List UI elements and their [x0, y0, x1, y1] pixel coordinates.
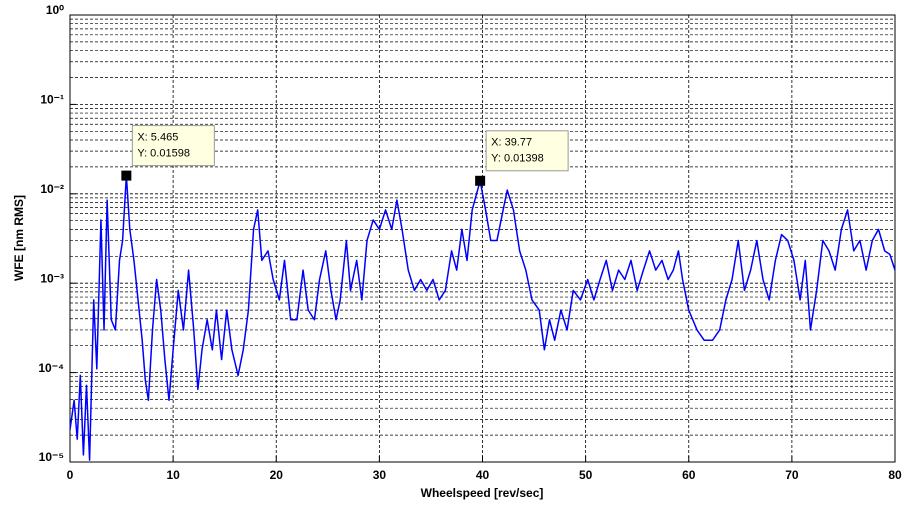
y-tick-label: 10⁻¹: [40, 93, 64, 107]
datatip-text: Y: 0.01598: [137, 148, 190, 160]
x-tick-label: 60: [682, 468, 696, 482]
x-tick-label: 70: [785, 468, 799, 482]
y-axis-label: WFE [nm RMS]: [12, 195, 26, 281]
x-tick-label: 20: [270, 468, 284, 482]
y-tick-label: 10⁰: [46, 3, 64, 17]
y-tick-label: 10⁻⁴: [38, 361, 64, 375]
datatip-marker: [121, 170, 132, 181]
y-tick-label: 10⁻²: [40, 182, 64, 196]
x-tick-label: 80: [888, 468, 902, 482]
x-axis-label: Wheelspeed [rev/sec]: [421, 486, 544, 500]
datatip-box: [485, 130, 569, 172]
datatip-text: X: 5.465: [137, 132, 178, 144]
x-tick-label: 10: [166, 468, 180, 482]
data-line: [69, 174, 896, 461]
x-tick-label: 50: [579, 468, 593, 482]
x-tick-label: 0: [67, 468, 74, 482]
x-tick-label: 40: [476, 468, 490, 482]
datatip-marker: [475, 175, 486, 186]
x-tick-label: 30: [373, 468, 387, 482]
datatip-box: [131, 125, 215, 167]
y-tick-label: 10⁻⁵: [39, 450, 64, 464]
axes-box: [69, 14, 896, 463]
datatip-text: X: 39.77: [491, 137, 532, 149]
y-tick-label: 10⁻³: [40, 271, 64, 285]
datatip-text: Y: 0.01398: [491, 153, 544, 165]
